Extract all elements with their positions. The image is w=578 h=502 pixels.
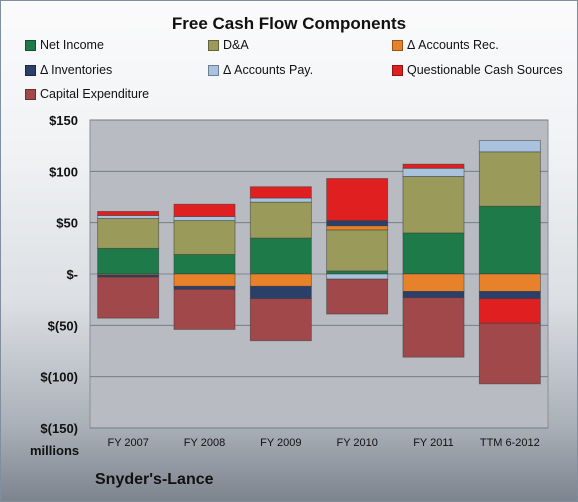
bar-segment-net-income — [97, 247, 160, 275]
legend-label-d-and-a: D&A — [223, 38, 249, 52]
bar-segment-d-a — [478, 151, 541, 207]
bar-segment-accounts-pay — [249, 197, 312, 203]
y-tick-label: $100 — [49, 164, 78, 179]
bar-segment-d-a — [97, 218, 160, 249]
bar-segment-accounts-rec — [326, 225, 389, 231]
legend-label-net-income: Net Income — [40, 38, 104, 52]
bar-segment-inventories — [326, 220, 389, 227]
bar-segment-questionable-cash-sources — [173, 203, 236, 217]
company-name: Snyder's-Lance — [95, 471, 214, 488]
y-tick-label: $(50) — [48, 318, 78, 333]
bar-segment-capital-expenditure — [326, 278, 389, 315]
bar-segment-net-income — [478, 205, 541, 275]
legend-swatch-d-and-a — [208, 40, 219, 52]
legend-swatch-accounts-rec — [392, 40, 403, 52]
bar-segment-questionable-cash-sources — [402, 163, 465, 169]
y-tick-label: $50 — [56, 216, 78, 231]
x-tick-label: FY 2009 — [260, 437, 301, 449]
legend-swatch-accounts-pay — [208, 65, 219, 77]
legend-label-inventories: Δ Inventories — [40, 63, 113, 77]
bar-segment-capital-expenditure — [97, 276, 160, 319]
bar-segment-accounts-pay — [478, 140, 541, 153]
bar-segment-capital-expenditure — [249, 298, 312, 342]
legend-item-capex: Capital Expenditure — [25, 87, 149, 101]
bar-segment-questionable-cash-sources — [478, 298, 541, 324]
y-tick-label: $(100) — [40, 370, 78, 385]
legend-label-accounts-rec: Δ Accounts Rec. — [407, 38, 499, 52]
legend-item-accounts-pay: Δ Accounts Pay. — [208, 63, 313, 77]
bar-segment-capital-expenditure — [478, 322, 541, 385]
bar-segment-accounts-pay — [97, 215, 160, 219]
bar-segment-inventories — [249, 285, 312, 300]
bar-segment-accounts-pay — [402, 167, 465, 177]
bar-segment-accounts-rec — [478, 273, 541, 292]
bar-segment-net-income — [326, 270, 389, 275]
bar-segment-capital-expenditure — [173, 288, 236, 330]
bar-segment-net-income — [402, 232, 465, 275]
legend-swatch-questionable-cash — [392, 65, 403, 77]
legend-label-accounts-pay: Δ Accounts Pay. — [223, 63, 314, 77]
bar-segment-accounts-pay — [173, 216, 236, 222]
legend-label-questionable-cash: Questionable Cash Sources — [407, 63, 563, 77]
bar-segment-d-a — [402, 176, 465, 234]
bar-segment-inventories — [173, 285, 236, 290]
bar-segment-questionable-cash-sources — [326, 178, 389, 222]
legend-item-inventories: Δ Inventories — [25, 63, 112, 77]
legend-swatch-capex — [25, 89, 36, 101]
bar-segment-d-a — [173, 220, 236, 255]
legend-label-capex: Capital Expenditure — [40, 87, 150, 101]
x-tick-label: FY 2007 — [107, 437, 148, 449]
y-tick-label: $- — [66, 267, 78, 282]
x-tick-label: FY 2008 — [184, 437, 225, 449]
y-tick-label: $150 — [49, 113, 78, 128]
y-tick-label: $(150) — [40, 421, 78, 436]
bar-segment-accounts-rec — [173, 273, 236, 287]
legend-item-d-and-a: D&A — [208, 38, 249, 52]
bar-segment-net-income — [173, 254, 236, 275]
bar-segment-inventories — [402, 291, 465, 299]
x-tick-label: FY 2011 — [413, 437, 454, 449]
legend-item-questionable-cash: Questionable Cash Sources — [392, 63, 563, 77]
x-tick-label: FY 2010 — [336, 437, 377, 449]
bar-segment-capital-expenditure — [402, 297, 465, 358]
legend-item-accounts-rec: Δ Accounts Rec. — [392, 38, 499, 52]
bar-segment-d-a — [249, 201, 312, 239]
units-label: millions — [30, 443, 80, 458]
bar-segment-accounts-rec — [249, 273, 312, 287]
legend-swatch-net-income — [25, 40, 36, 52]
bar-segment-net-income — [249, 237, 312, 275]
bar-segment-questionable-cash-sources — [249, 186, 312, 199]
chart-title: Free Cash Flow Components — [171, 14, 407, 33]
legend-swatch-inventories — [25, 65, 36, 77]
bar-segment-accounts-pay — [326, 273, 389, 280]
x-tick-label: TTM 6-2012 — [480, 437, 540, 449]
bar-segment-questionable-cash-sources — [97, 210, 160, 216]
bar-segment-d-a — [326, 229, 389, 272]
bar-segment-inventories — [478, 291, 541, 300]
legend-item-net-income: Net Income — [25, 38, 104, 52]
bar-segment-accounts-rec — [402, 273, 465, 292]
